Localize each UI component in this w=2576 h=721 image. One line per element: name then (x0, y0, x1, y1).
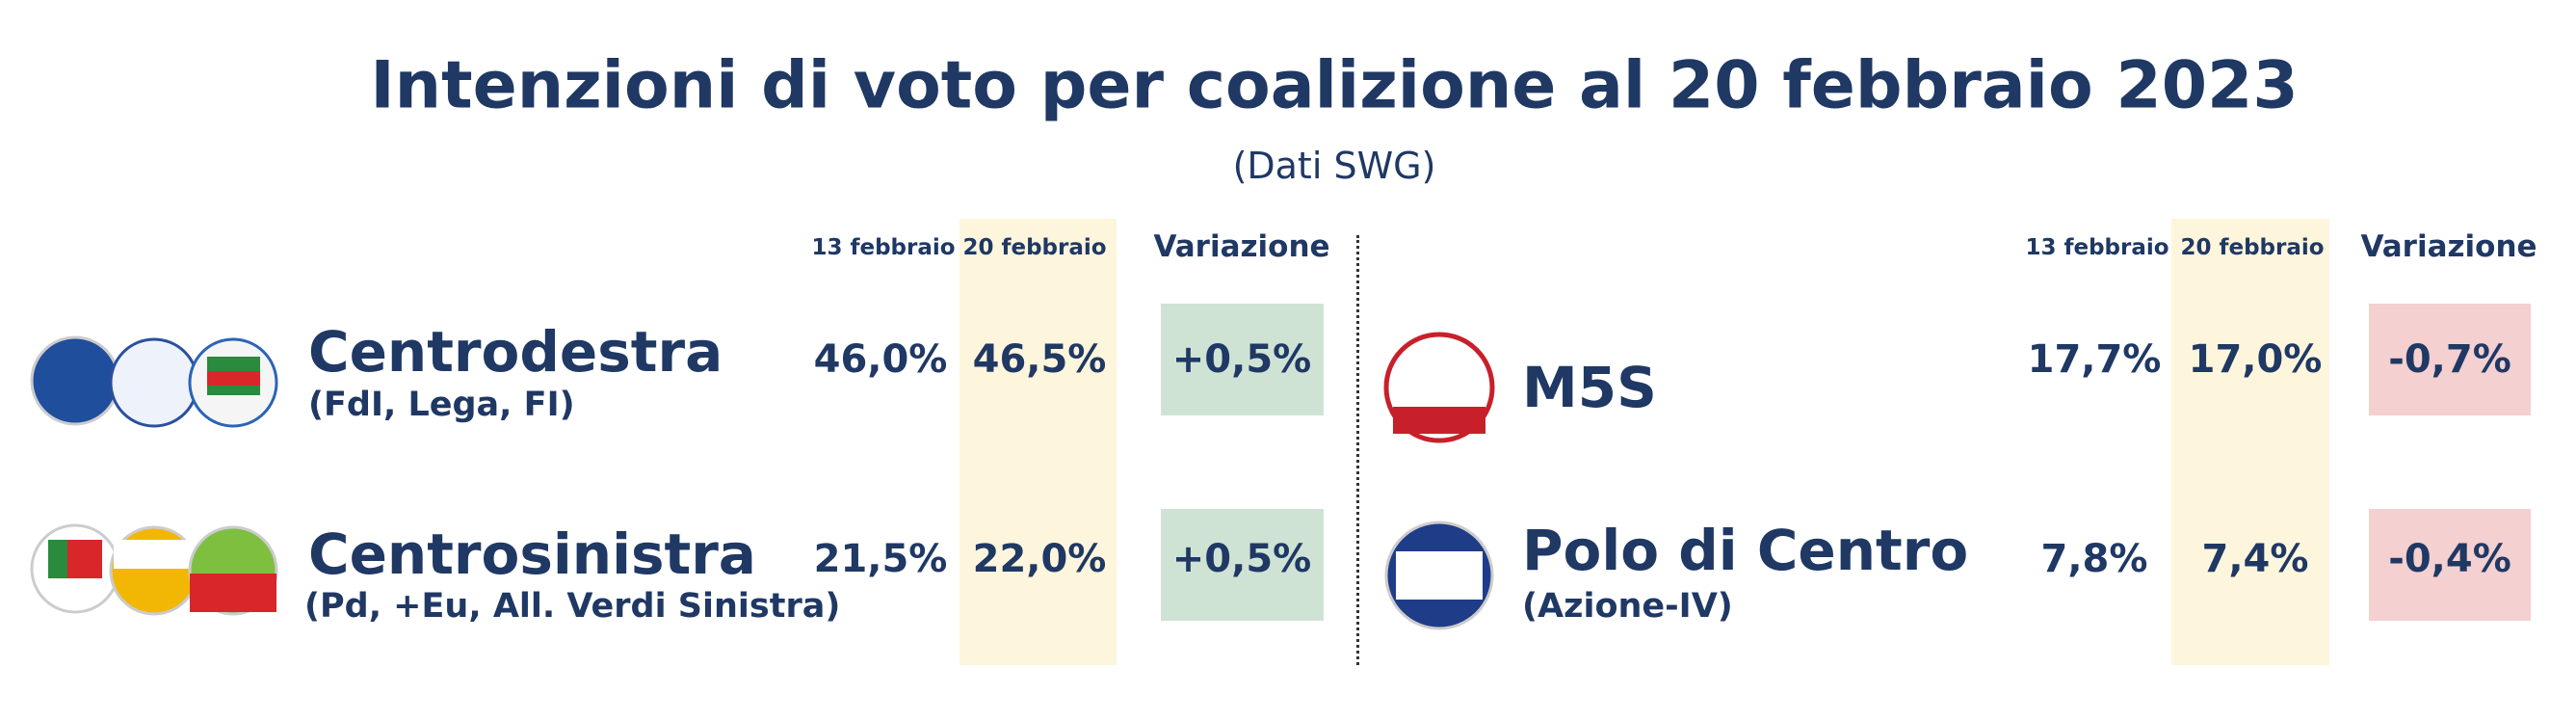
change-box (1161, 304, 1324, 415)
change: -0,4% (2388, 537, 2511, 581)
row-detail: (Pd, +Eu, All. Verdi Sinistra) (304, 587, 841, 626)
value: 7,8% (2040, 537, 2148, 581)
column-header: 20 febbraio (2180, 235, 2325, 260)
logos (30, 523, 278, 616)
row-name: Centrodestra (308, 319, 723, 385)
value: 21,5% (813, 537, 948, 581)
column-header: 20 febbraio (962, 235, 1107, 260)
row-name: Centrosinistra (308, 521, 756, 587)
row-detail: (Azione-IV) (1522, 587, 1733, 626)
column-header: Variazione (2360, 229, 2537, 264)
change: +0,5% (1171, 337, 1312, 382)
highlight-column (959, 219, 1117, 665)
subtitle: (Dati SWG) (1232, 145, 1436, 187)
change-box (2369, 509, 2531, 621)
logos (30, 335, 278, 428)
row-name: M5S (1522, 355, 1657, 420)
value: 17,0% (2188, 337, 2323, 382)
value: 7,4% (2201, 537, 2309, 581)
change-box (1161, 509, 1324, 621)
change: +0,5% (1171, 537, 1312, 581)
highlight-column (2171, 219, 2329, 665)
logo (1384, 521, 1494, 630)
title: Intenzioni di voto per coalizione al 20 … (370, 47, 2299, 124)
value: 22,0% (972, 537, 1107, 581)
logo (1383, 332, 1495, 443)
value: 46,0% (813, 337, 948, 382)
value: 46,5% (972, 337, 1107, 382)
column-header: 13 febbraio (2025, 235, 2169, 260)
change-box (2369, 304, 2531, 415)
column-header: Variazione (1153, 229, 1330, 264)
row-name: Polo di Centro (1522, 518, 1969, 583)
column-header: 13 febbraio (811, 235, 956, 260)
divider (1356, 235, 1359, 665)
change: -0,7% (2388, 337, 2511, 382)
value: 17,7% (2027, 337, 2162, 382)
row-detail: (FdI, Lega, FI) (308, 386, 575, 424)
